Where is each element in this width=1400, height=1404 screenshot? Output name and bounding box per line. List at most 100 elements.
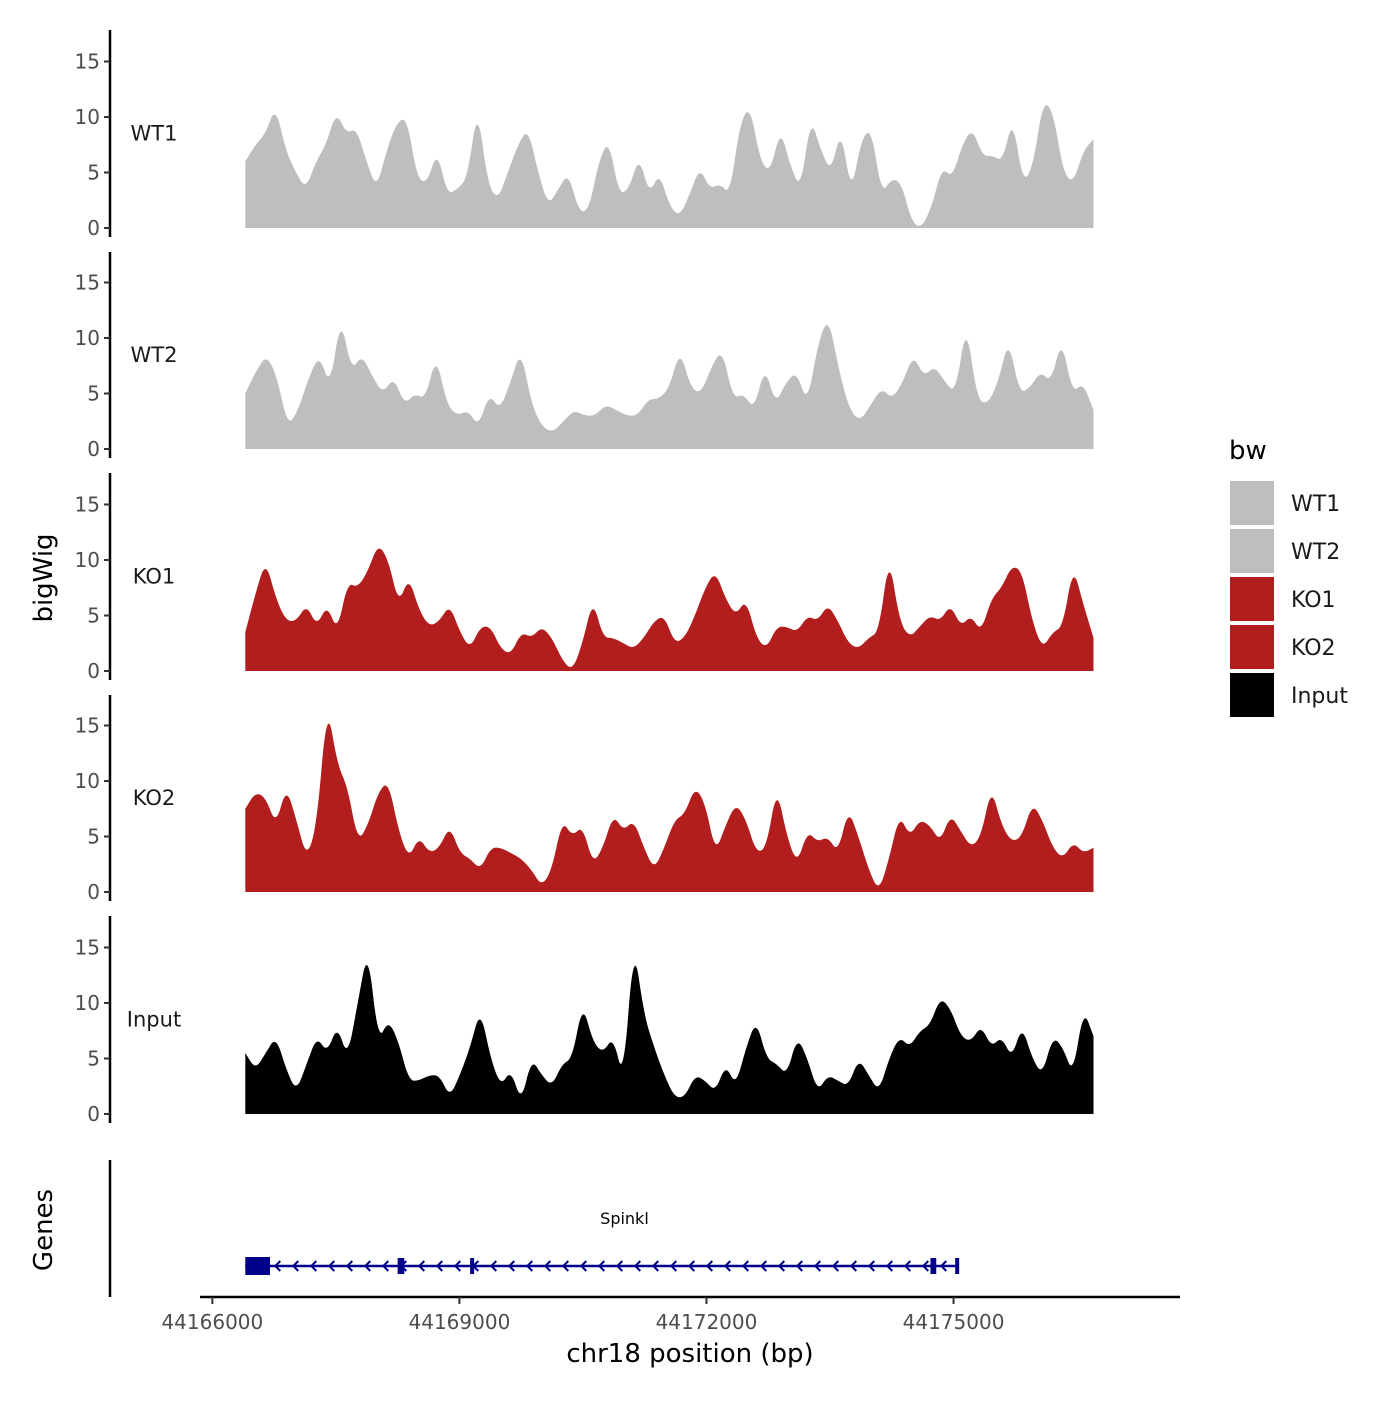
strand-arrow (795, 1260, 804, 1272)
strand-arrow (435, 1260, 444, 1272)
y-tick-label: 10 (75, 548, 100, 572)
legend-label: KO2 (1291, 636, 1336, 661)
y-tick-label: 10 (75, 769, 100, 793)
legend: bw WT1 WT2 KO1 KO2 Input (1228, 436, 1348, 719)
strand-arrow (867, 1260, 876, 1272)
strand-arrow (687, 1260, 696, 1272)
strand-arrow (903, 1260, 912, 1272)
area-ko1 (245, 548, 1094, 671)
legend-title: bw (1229, 436, 1267, 466)
strand-arrow (543, 1260, 552, 1272)
strand-arrow (831, 1260, 840, 1272)
strand-arrow (741, 1260, 750, 1272)
strand-arrow (813, 1260, 822, 1272)
area-input (245, 964, 1094, 1114)
x-axis: 44166000 44169000 44172000 44175000 (161, 1295, 1180, 1334)
strand-arrow (651, 1260, 660, 1272)
x-tick-label: 44169000 (409, 1310, 511, 1334)
y-axis-title: bigWig (29, 533, 59, 622)
y-tick-label: 15 (75, 50, 100, 74)
y-tick-label: 0 (87, 437, 100, 461)
strand-arrow (507, 1260, 516, 1272)
x-tick-label: 44166000 (161, 1310, 263, 1334)
track-label-wt1: WT1 (131, 122, 178, 146)
y-tick-label: 0 (87, 880, 100, 904)
y-tick-label: 10 (75, 991, 100, 1015)
gene-exon (397, 1258, 405, 1274)
track-label-wt2: WT2 (131, 343, 178, 367)
track-ko1: 0 5 10 15 KO1 (75, 473, 1094, 683)
strand-arrow (705, 1260, 714, 1272)
x-tick-label: 44175000 (903, 1310, 1005, 1334)
y-tick-label: 0 (87, 659, 100, 683)
strand-arrow (759, 1260, 768, 1272)
strand-arrow (921, 1260, 930, 1272)
legend-swatch (1228, 527, 1276, 575)
gene-name-label: Spinkl (600, 1209, 649, 1228)
strand-arrow (453, 1260, 462, 1272)
strand-arrow (669, 1260, 678, 1272)
y-tick-label: 5 (87, 604, 100, 628)
strand-arrow (849, 1260, 858, 1272)
x-axis-title: chr18 position (bp) (566, 1339, 813, 1369)
strand-arrow (939, 1260, 948, 1272)
y-tick-label: 10 (75, 105, 100, 129)
y-tick-label: 0 (87, 1102, 100, 1126)
legend-label: KO1 (1291, 588, 1336, 613)
area-wt2 (245, 325, 1094, 449)
strand-arrow (525, 1260, 534, 1272)
legend-item-wt2: WT2 (1228, 527, 1340, 575)
legend-label: WT2 (1291, 540, 1340, 565)
gene-exon (470, 1258, 475, 1274)
track-input: 0 5 10 15 Input (75, 916, 1094, 1126)
strand-arrow (309, 1260, 318, 1272)
legend-item-ko1: KO1 (1228, 575, 1336, 623)
legend-item-ko2: KO2 (1228, 623, 1336, 671)
y-tick-label: 5 (87, 382, 100, 406)
strand-arrow (615, 1260, 624, 1272)
y-tick-label: 15 (75, 271, 100, 295)
gene-exon (245, 1257, 270, 1275)
track-ko2: 0 5 10 15 KO2 (75, 695, 1094, 904)
area-ko2 (245, 723, 1094, 892)
area-wt1 (245, 105, 1094, 228)
y-tick-label: 15 (75, 714, 100, 738)
legend-label: Input (1291, 684, 1348, 709)
track-label-ko2: KO2 (133, 786, 176, 810)
y-tick-label: 5 (87, 1047, 100, 1071)
y-tick-label: 15 (75, 936, 100, 960)
legend-item-input: Input (1228, 671, 1348, 719)
gene-exon (955, 1258, 960, 1274)
strand-arrow (633, 1260, 642, 1272)
legend-label: WT1 (1291, 492, 1340, 517)
track-wt1: 0 5 10 15 WT1 (75, 30, 1094, 240)
track-label-input: Input (127, 1008, 181, 1032)
gene-spinkl: Spinkl (245, 1209, 960, 1275)
genes-panel: Spinkl (108, 1160, 960, 1297)
y-tick-label: 15 (75, 493, 100, 517)
strand-arrow (723, 1260, 732, 1272)
strand-arrow (561, 1260, 570, 1272)
genes-axis-title: Genes (29, 1189, 59, 1271)
gene-exon (930, 1258, 937, 1274)
x-tick-label: 44172000 (656, 1310, 758, 1334)
track-label-ko1: KO1 (133, 565, 176, 589)
legend-swatch (1228, 623, 1276, 671)
strand-arrow (885, 1260, 894, 1272)
strand-arrow (363, 1260, 372, 1272)
y-tick-label: 10 (75, 326, 100, 350)
legend-swatch (1228, 575, 1276, 623)
y-tick-label: 5 (87, 825, 100, 849)
strand-arrow (345, 1260, 354, 1272)
strand-arrow (579, 1260, 588, 1272)
strand-arrow (273, 1260, 282, 1272)
y-tick-label: 0 (87, 216, 100, 240)
legend-swatch (1228, 671, 1276, 719)
strand-arrow (489, 1260, 498, 1272)
tracks-layer: 0 5 10 15 WT1 0 5 10 15 WT2 0 5 10 15 KO1 0 5 10 15 KO2 0 5 10… (75, 30, 1094, 1126)
legend-item-wt1: WT1 (1228, 479, 1340, 527)
strand-arrow (597, 1260, 606, 1272)
strand-arrow (327, 1260, 336, 1272)
strand-arrow (417, 1260, 426, 1272)
